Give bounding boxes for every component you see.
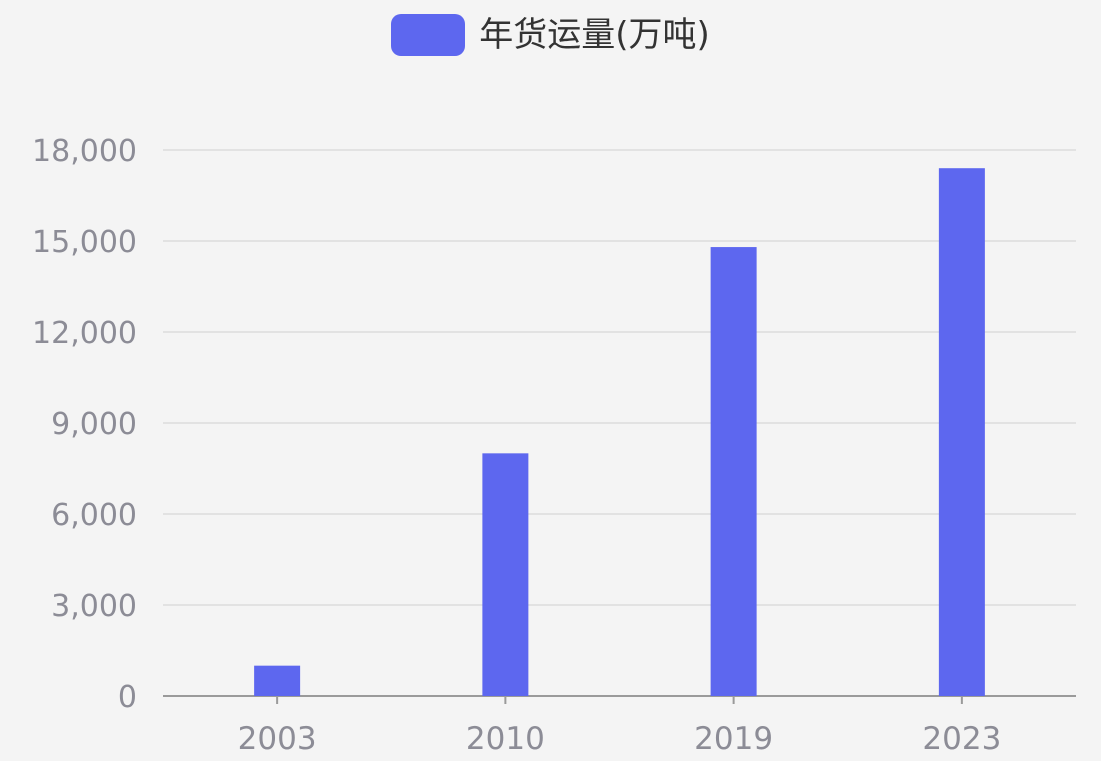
x-tick-label: 2010: [466, 721, 545, 757]
y-tick-label: 0: [118, 680, 137, 715]
x-tick-label: 2003: [238, 721, 317, 757]
bar-2023: [938, 168, 985, 696]
legend-label: 年货运量(万吨): [479, 15, 710, 55]
y-tick-label: 9,000: [51, 407, 137, 442]
bar-2019: [710, 247, 757, 697]
bar-2003: [254, 665, 301, 696]
x-tick-label: 2023: [922, 721, 1001, 757]
y-tick-label: 18,000: [32, 134, 137, 169]
x-tick-label: 2019: [694, 721, 773, 757]
bar-2010: [482, 453, 529, 696]
y-tick-label: 6,000: [51, 498, 137, 533]
legend[interactable]: 年货运量(万吨): [0, 14, 1101, 56]
y-tick-label: 3,000: [51, 589, 137, 624]
legend-swatch: [391, 14, 466, 56]
y-tick-label: 12,000: [32, 316, 137, 351]
y-tick-label: 15,000: [32, 225, 137, 260]
